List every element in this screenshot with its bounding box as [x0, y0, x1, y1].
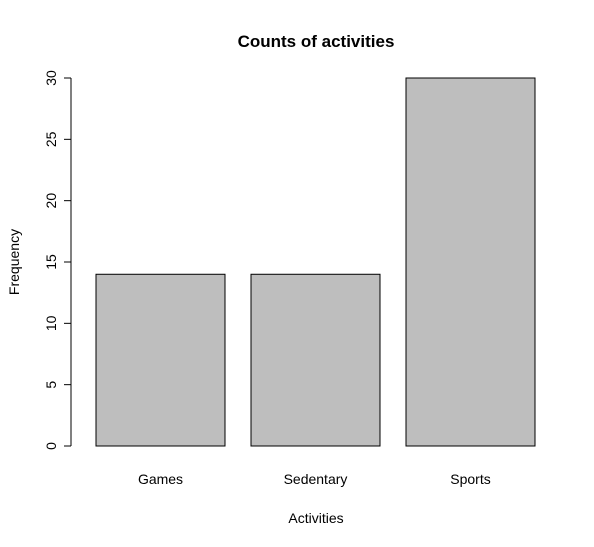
bars-group	[95, 77, 536, 447]
x-tick-label-sports: Sports	[450, 471, 490, 487]
x-tick-labels: Games Sedentary Sports	[138, 471, 491, 487]
bar-games	[95, 273, 226, 447]
x-tick-label-games: Games	[138, 471, 183, 487]
y-tick-label: 10	[43, 315, 59, 331]
x-axis-title: Activities	[288, 510, 343, 526]
y-tick-label: 0	[43, 442, 59, 450]
y-tick-label: 20	[43, 193, 59, 209]
y-tick-label: 30	[43, 70, 59, 86]
y-tick-label: 5	[43, 381, 59, 389]
y-tick-label: 25	[43, 131, 59, 147]
y-tick-label: 15	[43, 254, 59, 270]
chart-title: Counts of activities	[238, 32, 395, 51]
x-tick-label-sedentary: Sedentary	[284, 471, 348, 487]
y-axis: 0 5 10 15 20 25 30	[43, 70, 72, 450]
bar-sports	[405, 77, 536, 447]
bar-sedentary	[250, 273, 381, 447]
y-axis-title: Frequency	[6, 229, 22, 295]
